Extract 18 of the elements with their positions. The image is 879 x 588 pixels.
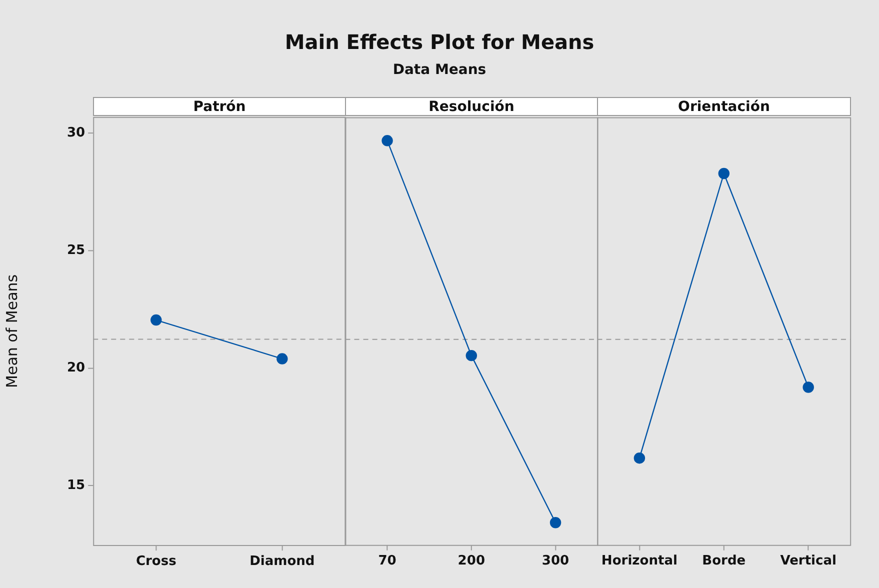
text: Data Means (392, 62, 488, 78)
x-tick-label: 300 (542, 553, 569, 568)
x-tick-label: Vertical (780, 553, 836, 568)
chart-title: Patrón (93, 97, 346, 116)
x-tick-label: Horizontal (601, 553, 678, 568)
y-axis-title: Mean of Means (2, 274, 21, 388)
x-tick-label: Borde (702, 553, 746, 568)
text: Main Effects Plot for Means (284, 30, 596, 54)
y-tick-label: 15 (67, 478, 86, 494)
chart-title: Resolución (345, 97, 598, 116)
x-tick-label: 70 (378, 553, 396, 568)
chart-title: Orientación (597, 97, 851, 116)
x-tick-label: 200 (458, 553, 485, 568)
x-tick-label: Cross (136, 554, 177, 569)
y-tick-label: 25 (67, 243, 86, 258)
x-tick-label: Diamond (250, 554, 315, 569)
y-tick-label: 20 (67, 360, 86, 376)
y-tick-label: 30 (67, 126, 86, 141)
